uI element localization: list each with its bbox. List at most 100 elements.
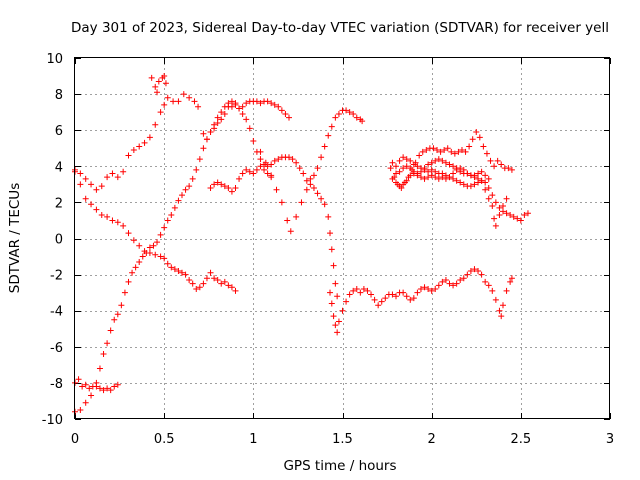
data-point: [439, 174, 446, 181]
data-point: [86, 385, 93, 392]
data-point: [120, 222, 127, 229]
data-point: [93, 186, 100, 193]
data-point: [393, 293, 399, 300]
data-point: [357, 289, 364, 296]
data-point: [494, 157, 501, 164]
data-point: [482, 278, 489, 285]
data-point: [232, 184, 239, 191]
data-point: [393, 170, 399, 177]
data-point: [114, 311, 121, 318]
data-point: [130, 237, 137, 244]
data-point: [77, 181, 84, 188]
data-point: [400, 165, 407, 172]
data-point: [298, 199, 305, 206]
x-axis-label: GPS time / hours: [283, 458, 396, 474]
data-point: [521, 212, 528, 219]
data-point: [428, 287, 435, 294]
data-point: [414, 172, 421, 179]
data-point: [517, 217, 524, 224]
data-point: [403, 293, 410, 300]
data-point: [407, 296, 414, 303]
data-point: [189, 280, 196, 287]
data-point: [228, 98, 235, 105]
data-point: [293, 159, 300, 166]
data-point: [368, 291, 375, 298]
data-point: [417, 286, 424, 293]
data-point: [278, 107, 285, 114]
data-point: [442, 159, 449, 166]
data-point: [485, 282, 492, 289]
data-point: [228, 188, 235, 195]
data-point: [82, 381, 89, 388]
data-point: [203, 275, 210, 282]
data-point: [310, 172, 317, 179]
data-point: [403, 156, 410, 163]
data-point: [82, 399, 89, 406]
data-point: [104, 174, 111, 181]
data-point: [152, 121, 159, 128]
data-point: [410, 161, 417, 168]
data-point: [303, 186, 310, 193]
data-point: [334, 329, 341, 336]
data-point: [221, 183, 228, 190]
data-point: [275, 103, 282, 110]
data-point: [446, 161, 453, 168]
data-point: [152, 83, 159, 90]
data-point: [104, 385, 111, 392]
data-point: [261, 166, 268, 173]
data-point: [492, 222, 499, 229]
data-point: [507, 278, 514, 285]
data-point: [109, 170, 116, 177]
data-point: [257, 148, 264, 155]
data-point: [79, 383, 86, 390]
data-point: [120, 168, 127, 175]
data-point: [157, 109, 164, 116]
data-point: [505, 165, 512, 172]
data-point: [400, 181, 407, 188]
data-point: [450, 175, 457, 182]
grid: [75, 58, 610, 419]
data-point: [257, 156, 264, 163]
data-point: [253, 98, 260, 105]
data-point: [161, 255, 168, 262]
data-point: [121, 289, 128, 296]
data-point: [232, 287, 239, 294]
data-point: [214, 119, 221, 126]
data-point: [360, 286, 367, 293]
y-tick-label: -10: [42, 413, 63, 428]
data-point: [271, 157, 278, 164]
data-point: [96, 385, 103, 392]
data-point: [175, 267, 182, 274]
data-point: [446, 174, 453, 181]
data-point: [446, 280, 453, 287]
data-point: [325, 213, 332, 220]
data-point: [88, 392, 95, 399]
data-point: [478, 271, 485, 278]
data-point: [189, 175, 196, 182]
data-point: [164, 217, 171, 224]
data-point: [236, 105, 243, 112]
data-point: [328, 123, 335, 130]
data-point: [257, 100, 264, 107]
data-point: [200, 145, 207, 152]
x-tick-label: 1: [249, 432, 257, 447]
data-point: [471, 172, 478, 179]
data-point: [400, 289, 407, 296]
data-point: [193, 286, 200, 293]
series-track-g: [257, 107, 366, 235]
data-point: [430, 145, 437, 152]
data-point: [343, 298, 350, 305]
data-point: [485, 195, 492, 202]
data-point: [471, 181, 478, 188]
data-point: [489, 192, 496, 199]
data-point: [432, 174, 439, 181]
data-point: [410, 170, 417, 177]
y-tick-label: 6: [55, 124, 63, 139]
data-point: [346, 109, 353, 116]
data-point: [168, 264, 175, 271]
data-point: [286, 114, 292, 121]
data-point: [296, 165, 303, 172]
data-point: [141, 139, 148, 146]
data-point: [207, 184, 214, 191]
data-point: [225, 184, 232, 191]
